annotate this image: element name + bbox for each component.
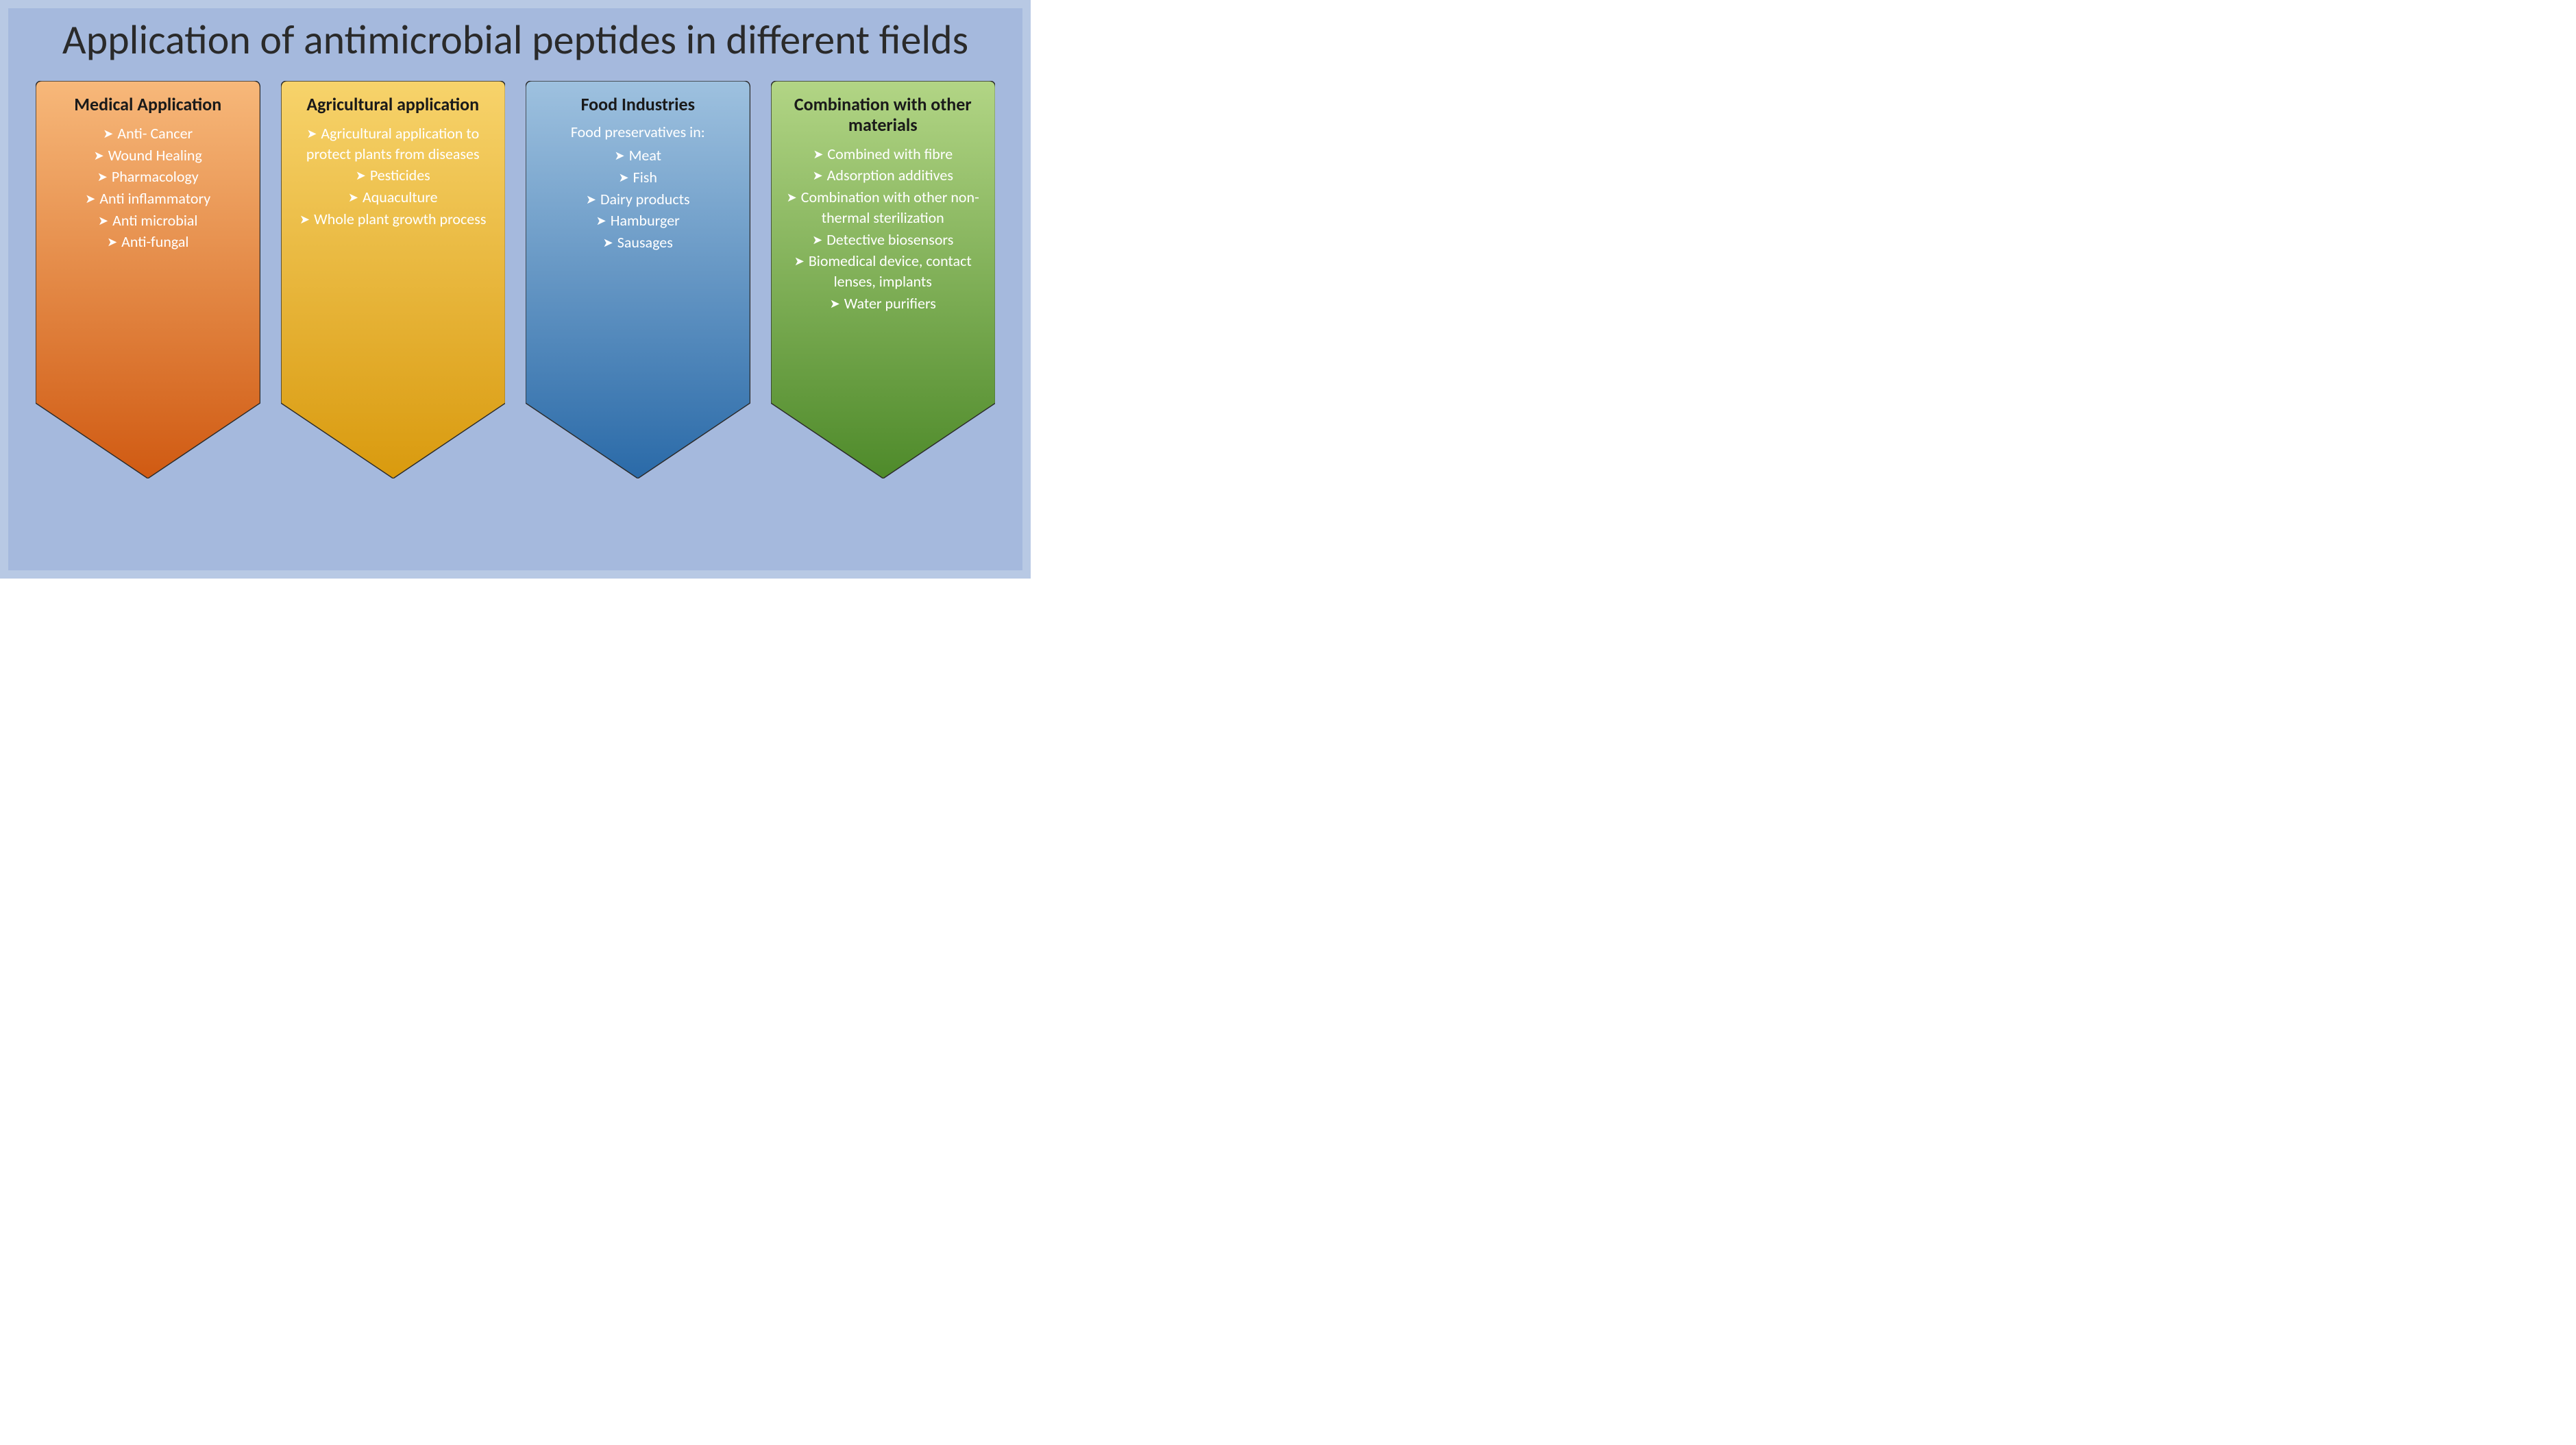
card-list: ➤Meat➤Fish➤Dairy products➤Hamburger➤Saus… — [536, 145, 740, 252]
inner-container: Application of antimicrobial peptides in… — [8, 8, 1022, 570]
list-item: ➤Pesticides — [291, 165, 495, 186]
list-item-text: Detective biosensors — [826, 230, 953, 249]
list-item-text: Fish — [633, 168, 657, 186]
list-item: ➤Water purifiers — [781, 293, 985, 314]
list-item-text: Sausages — [617, 233, 673, 252]
list-item-text: Dairy products — [600, 190, 690, 208]
list-item-text: Water purifiers — [844, 294, 936, 313]
card-list: ➤Combined with fibre➤Adsorption additive… — [781, 144, 985, 314]
bullet-icon: ➤ — [348, 189, 358, 206]
bullet-icon: ➤ — [356, 167, 366, 184]
card-title: Combination with other materials — [781, 95, 985, 136]
list-item-text: Agricultural application to protect plan… — [306, 124, 480, 163]
list-item-text: Hamburger — [611, 211, 680, 230]
list-item-text: Anti inflammatory — [99, 189, 210, 208]
list-item-text: Aquaculture — [363, 188, 438, 206]
bullet-icon: ➤ — [830, 295, 840, 312]
bullet-icon: ➤ — [812, 232, 822, 248]
bullet-icon: ➤ — [619, 169, 629, 186]
card-content: Medical Application➤Anti- Cancer➤Wound H… — [36, 81, 260, 254]
list-item: ➤Pharmacology — [46, 167, 250, 187]
card-list: ➤Agricultural application to protect pla… — [291, 123, 495, 229]
card-3: Combination with other materials➤Combine… — [771, 81, 996, 478]
list-item: ➤Whole plant growth process — [291, 209, 495, 230]
card-title: Agricultural application — [291, 95, 495, 115]
list-item: ➤ Aquaculture — [291, 187, 495, 208]
list-item-text: Anti microbial — [112, 211, 197, 230]
list-item: ➤Dairy products — [536, 189, 740, 210]
list-item: ➤Anti inflammatory — [46, 189, 250, 209]
list-item: ➤Sausages — [536, 232, 740, 253]
bullet-icon: ➤ — [603, 234, 613, 251]
list-item-text: Combined with fibre — [827, 145, 953, 163]
card-content: Agricultural application➤Agricultural ap… — [281, 81, 506, 230]
list-item: ➤Combination with other non-thermal ster… — [781, 187, 985, 228]
list-item-text: Anti-fungal — [121, 232, 188, 251]
card-2: Food IndustriesFood preservatives in:➤Me… — [526, 81, 750, 478]
list-item-text: Biomedical device, contact lenses, impla… — [809, 252, 972, 291]
card-1: Agricultural application➤Agricultural ap… — [281, 81, 506, 478]
bullet-icon: ➤ — [103, 125, 113, 142]
card-0: Medical Application➤Anti- Cancer➤Wound H… — [36, 81, 260, 478]
list-item-text: Wound Healing — [108, 146, 202, 165]
list-item-text: Meat — [629, 146, 661, 165]
card-title: Food Industries — [536, 95, 740, 115]
list-item: ➤Wound Healing — [46, 145, 250, 166]
bullet-icon: ➤ — [794, 253, 805, 269]
list-item: ➤Anti- Cancer — [46, 123, 250, 144]
card-list: ➤Anti- Cancer➤Wound Healing➤Pharmacology… — [46, 123, 250, 252]
list-item-text: Anti- Cancer — [117, 124, 193, 143]
card-content: Food IndustriesFood preservatives in:➤Me… — [526, 81, 750, 254]
bullet-icon: ➤ — [299, 211, 310, 228]
card-intro-text: Food preservatives in: — [536, 123, 740, 141]
list-item: ➤Agricultural application to protect pla… — [291, 123, 495, 164]
bullet-icon: ➤ — [596, 212, 606, 229]
list-item: ➤Anti-fungal — [46, 232, 250, 252]
list-item: ➤Detective biosensors — [781, 230, 985, 250]
bullet-icon: ➤ — [306, 125, 317, 142]
list-item: ➤Adsorption additives — [781, 165, 985, 186]
bullet-icon: ➤ — [97, 169, 108, 185]
bullet-icon: ➤ — [85, 191, 95, 207]
main-title: Application of antimicrobial peptides in… — [29, 16, 1002, 64]
list-item-text: Adsorption additives — [827, 166, 953, 184]
bullet-icon: ➤ — [787, 189, 797, 206]
list-item: ➤Biomedical device, contact lenses, impl… — [781, 251, 985, 291]
list-item: ➤ Hamburger — [536, 210, 740, 231]
list-item-text: Pesticides — [370, 166, 430, 184]
bullet-icon: ➤ — [813, 146, 823, 162]
cards-row: Medical Application➤Anti- Cancer➤Wound H… — [29, 81, 1002, 557]
bullet-icon: ➤ — [614, 147, 624, 164]
list-item: ➤ Meat — [536, 145, 740, 166]
list-item: ➤Fish — [536, 167, 740, 188]
bullet-icon: ➤ — [98, 212, 108, 229]
bullet-icon: ➤ — [107, 234, 117, 250]
card-title: Medical Application — [46, 95, 250, 115]
outer-container: Application of antimicrobial peptides in… — [0, 0, 1031, 579]
bullet-icon: ➤ — [94, 147, 104, 164]
bullet-icon: ➤ — [586, 191, 596, 208]
list-item-text: Whole plant growth process — [314, 210, 486, 228]
card-content: Combination with other materials➤Combine… — [771, 81, 996, 315]
list-item: ➤Anti microbial — [46, 210, 250, 231]
list-item-text: Pharmacology — [112, 167, 199, 186]
bullet-icon: ➤ — [813, 167, 823, 184]
list-item-text: Combination with other non-thermal steri… — [801, 188, 979, 227]
list-item: ➤Combined with fibre — [781, 144, 985, 165]
